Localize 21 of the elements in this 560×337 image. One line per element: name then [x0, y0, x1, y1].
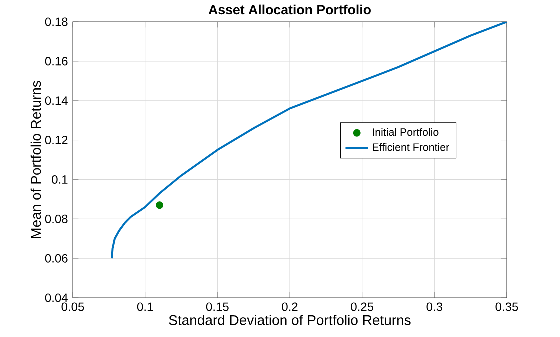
x-tick-label: 0.2 — [282, 302, 298, 312]
chart-title: Asset Allocation Portfolio — [208, 4, 371, 15]
x-tick-label: 0.1 — [137, 302, 154, 312]
x-tick-label: 0.25 — [351, 302, 374, 312]
x-axis-title: Standard Deviation of Portfolio Returns — [169, 315, 411, 326]
y-tick-label: 0.12 — [45, 136, 68, 145]
y-tick-label: 0.1 — [52, 175, 68, 184]
x-tick-label: 0.35 — [496, 302, 518, 312]
x-tick-label: 0.3 — [426, 302, 442, 312]
y-tick-label: 0.08 — [45, 214, 68, 224]
y-tick-label: 0.04 — [45, 294, 68, 302]
y-axis-title: Mean of Portfolio Returns — [30, 81, 42, 238]
x-tick-label: 0.05 — [62, 302, 84, 312]
y-tick-label: 0.06 — [45, 254, 68, 263]
x-tick-label: 0.15 — [206, 302, 229, 312]
y-tick-label: 0.14 — [45, 96, 68, 106]
line-series — [111, 22, 507, 260]
y-tick-label: 0.16 — [45, 57, 68, 66]
legend-label: Initial Portfolio — [373, 128, 439, 136]
y-tick-label: 0.18 — [45, 18, 68, 26]
legend-label: Efficient Frontier — [373, 143, 450, 152]
